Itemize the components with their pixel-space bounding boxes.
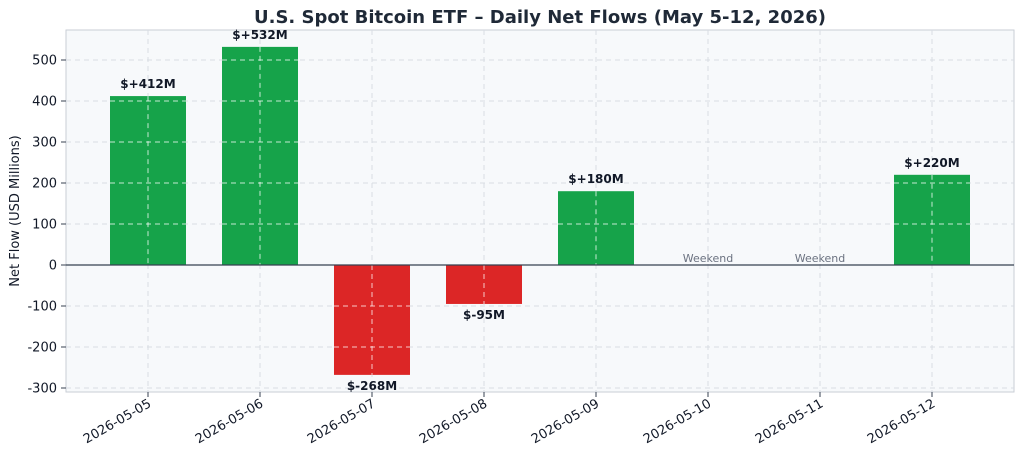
- data-label: $+220M: [904, 156, 959, 170]
- weekend-label: Weekend: [683, 252, 733, 265]
- data-labels: $+412M $+532M $-268M $-95M $+180M Weekend Week…: [120, 28, 959, 393]
- y-tick-label: 200: [32, 177, 57, 192]
- y-tick-label: 300: [32, 136, 57, 151]
- data-label: $+180M: [568, 172, 623, 186]
- y-tick-label: 0: [49, 259, 57, 274]
- data-label: $-268M: [347, 379, 397, 393]
- data-label: $+532M: [232, 28, 287, 42]
- x-tick-label: 2026-05-07: [305, 396, 378, 447]
- y-tick-label: 100: [32, 218, 57, 233]
- x-tick-label: 2026-05-10: [641, 396, 714, 447]
- data-label: $-95M: [463, 308, 505, 322]
- x-tick-label: 2026-05-12: [865, 396, 938, 447]
- weekend-label: Weekend: [795, 252, 845, 265]
- y-tick-label: 400: [32, 95, 57, 110]
- y-tick-label: -300: [27, 382, 57, 397]
- x-tick-label: 2026-05-06: [193, 396, 266, 447]
- x-tick-label: 2026-05-05: [81, 396, 154, 447]
- y-tick-label: 500: [32, 54, 57, 69]
- data-label: $+412M: [120, 77, 175, 91]
- overlay-grid-lines: [110, 46, 970, 375]
- y-tick-label: -100: [27, 300, 57, 315]
- chart-title: U.S. Spot Bitcoin ETF – Daily Net Flows …: [254, 7, 826, 28]
- plot-background: [65, 29, 1015, 393]
- x-tick-label: 2026-05-09: [529, 396, 602, 447]
- y-axis-label: Net Flow (USD Millions): [8, 135, 23, 286]
- x-tick-label: 2026-05-11: [753, 396, 826, 447]
- x-tick-label: 2026-05-08: [417, 396, 490, 447]
- y-tick-label: -200: [27, 341, 57, 356]
